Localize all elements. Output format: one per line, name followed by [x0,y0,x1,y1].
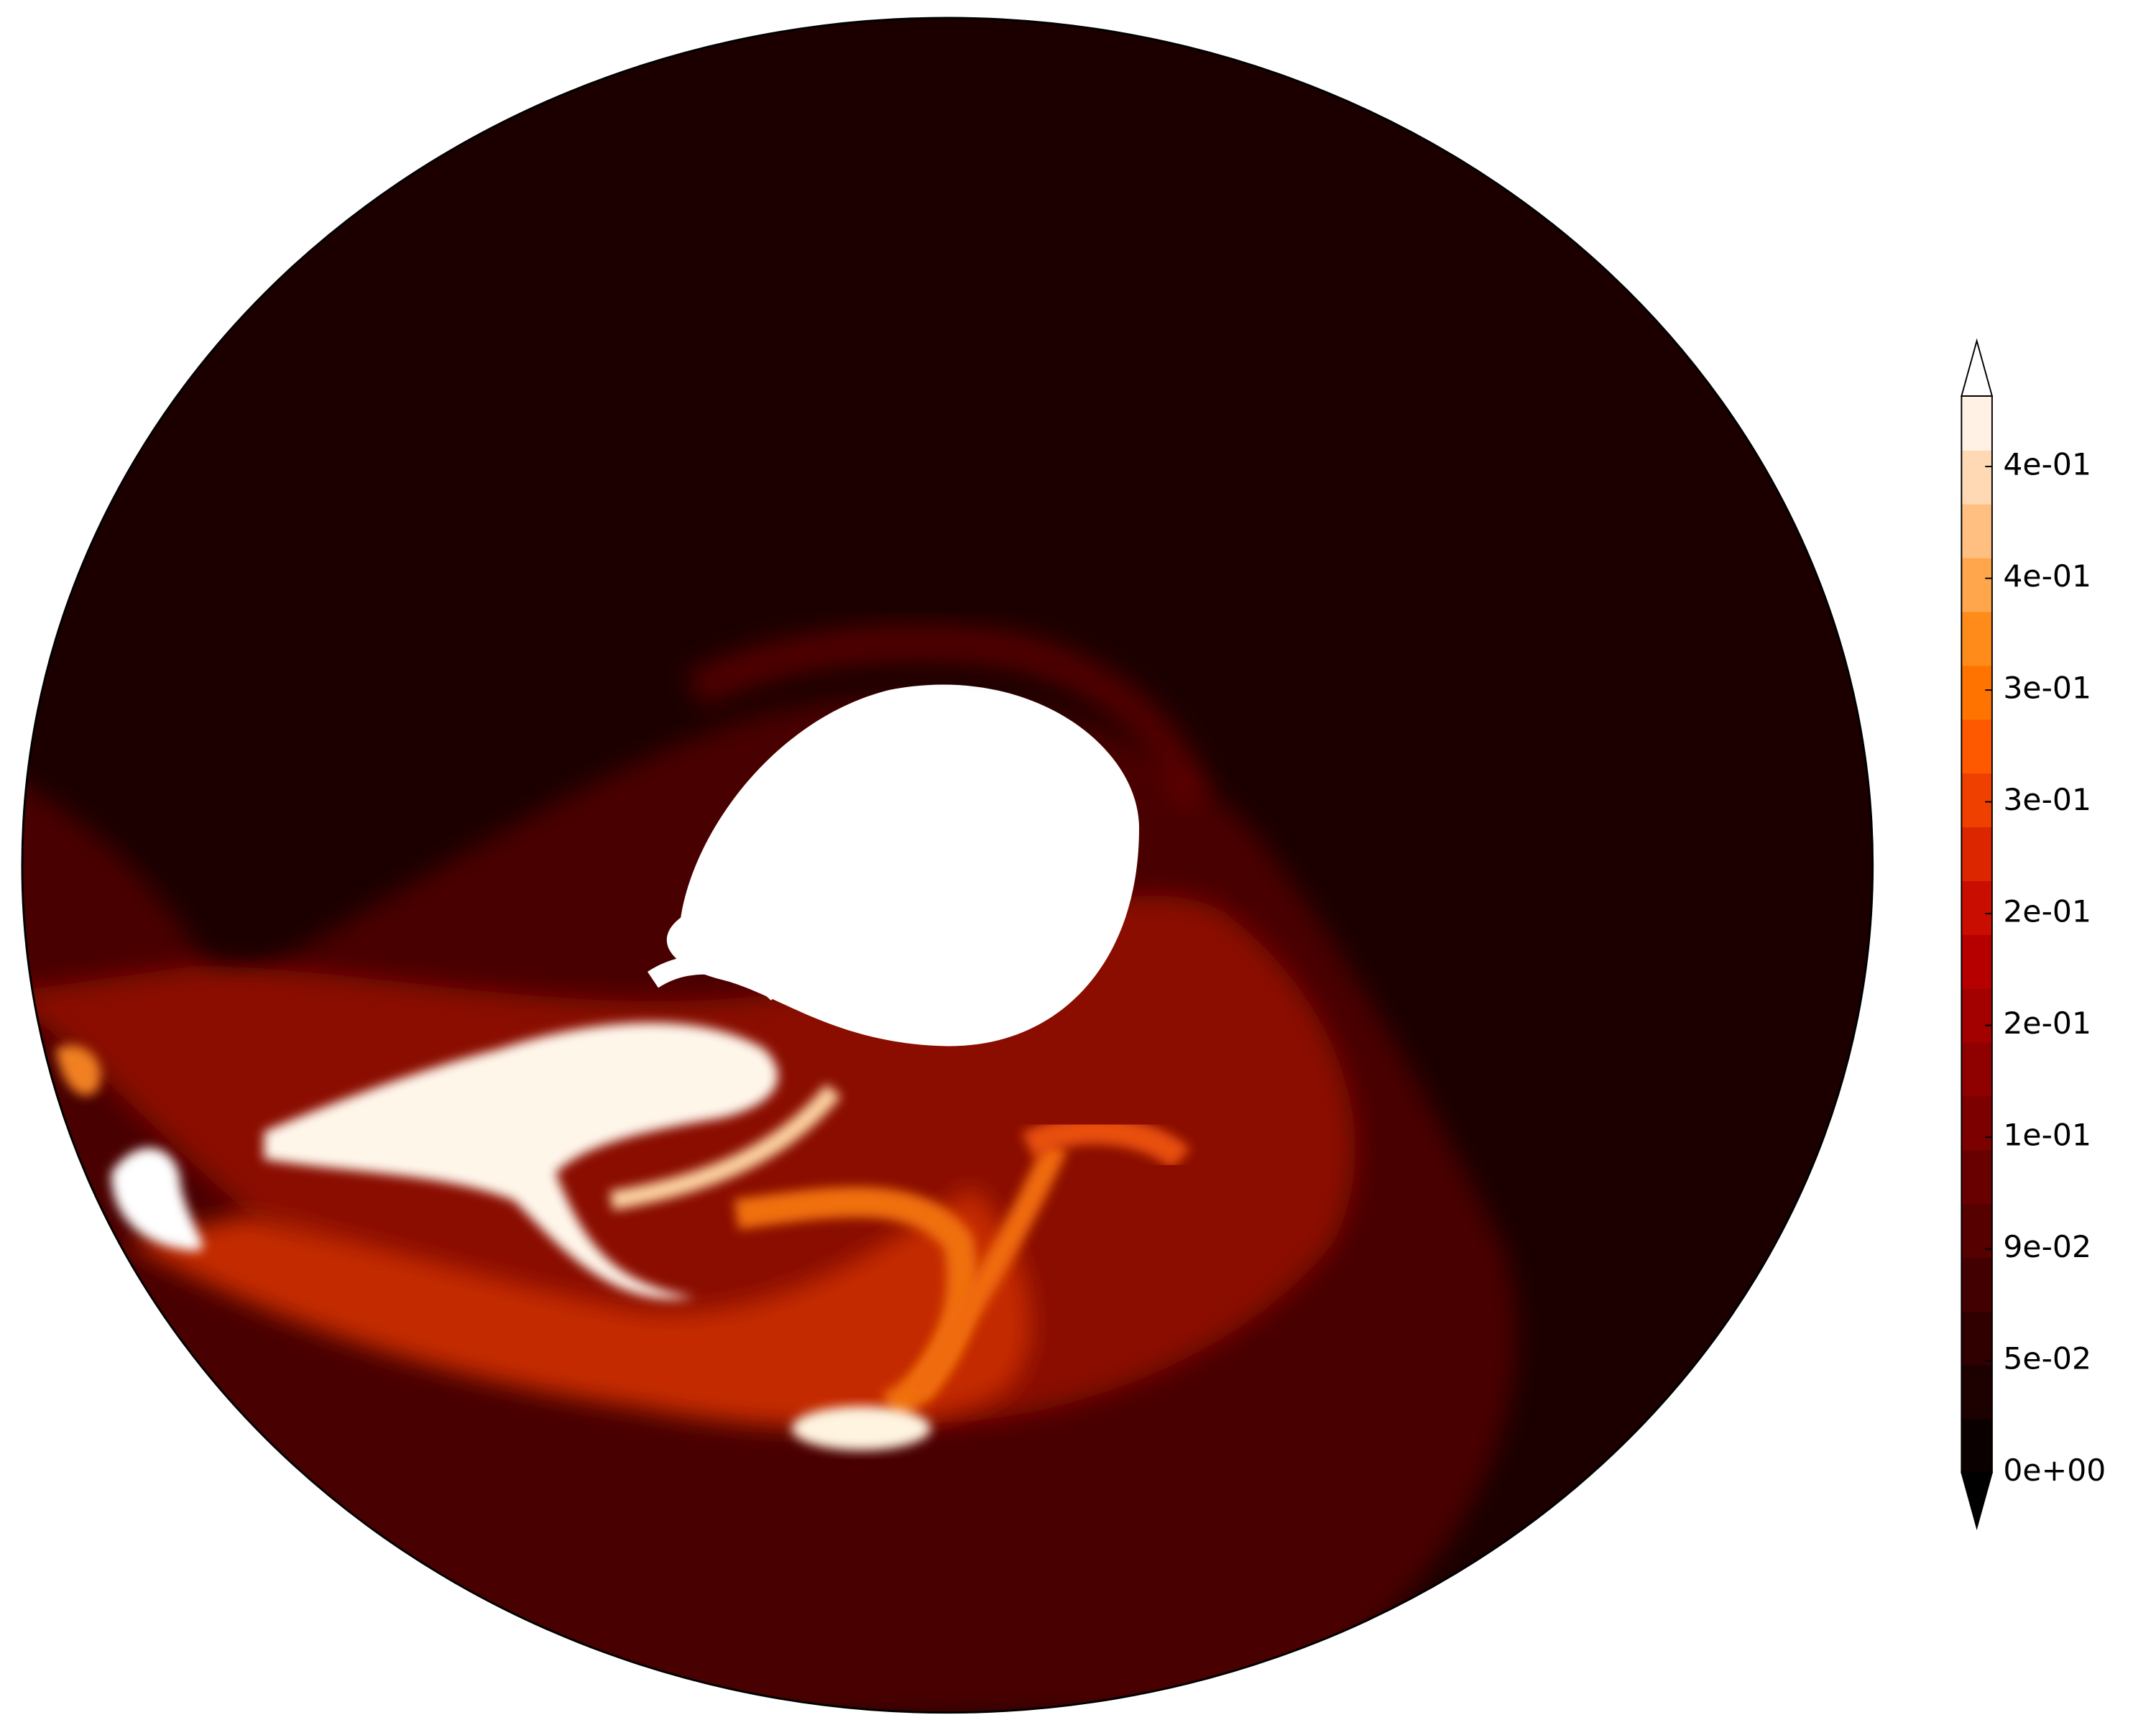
colorbar-band [1961,1203,1992,1259]
field-streak [609,1084,842,1210]
colorbar: 0e+00 5e-02 9e-02 1e-01 2e-01 2e-01 3e-01 3e-01… [1961,338,2106,1531]
field-hotspot [264,1022,778,1300]
colorbar-band [1961,1364,1992,1420]
contour-field [22,17,1873,1713]
colorbar-tick-label: 4e-01 [2003,558,2091,594]
colorbar-tick-label: 2e-01 [2003,894,2091,929]
colorbar-extend-max [1961,338,1994,397]
colorbar-tick-label: 1e-01 [2003,1118,2091,1153]
colorbar-band [1961,1095,1992,1151]
colorbar-band [1961,1149,1992,1205]
field-halo [686,625,1212,806]
colorbar-band [1961,396,1992,451]
colorbar-band [1961,611,1992,666]
colorbar-tick-label: 3e-01 [2003,671,2091,706]
colorbar-band [1961,880,1992,935]
colorbar-outline [1961,395,1993,1473]
colorbar-band [1961,827,1992,881]
colorbar-band [1961,1418,1992,1473]
colorbar-band [1961,449,1992,505]
field-core [666,684,1140,1046]
field-region [124,1187,1031,1427]
colorbar-tick-label: 3e-01 [2003,782,2091,817]
field-streak [906,1140,1068,1401]
domain-outline [21,17,1874,1714]
colorbar-tick-label: 9e-02 [2003,1229,2091,1264]
field-hotspot [791,1406,931,1450]
colorbar-band [1961,503,1992,558]
colorbar-band [1961,773,1992,828]
colorbar-tick-label: 0e+00 [2003,1453,2106,1488]
colorbar-band [1961,1041,1992,1097]
colorbar-tick-label: 5e-02 [2003,1341,2091,1376]
colorbar-band [1961,1311,1992,1366]
colorbar-band [1961,719,1992,774]
colorbar-tick-label: 4e-01 [2003,447,2091,482]
colorbar-band [1961,557,1992,612]
colorbar-extend-min [1961,1471,1994,1531]
colorbar-band [1961,1257,1992,1312]
field-core-tail [648,954,786,1001]
colorbar-band [1961,988,1992,1043]
field-streak [1021,1116,1191,1170]
field-hotspot [111,1148,203,1251]
colorbar-band [1961,934,1992,989]
colorbar-band [1961,665,1992,720]
field-hotspot [55,1045,101,1095]
colorbar-tick-label: 2e-01 [2003,1006,2091,1041]
